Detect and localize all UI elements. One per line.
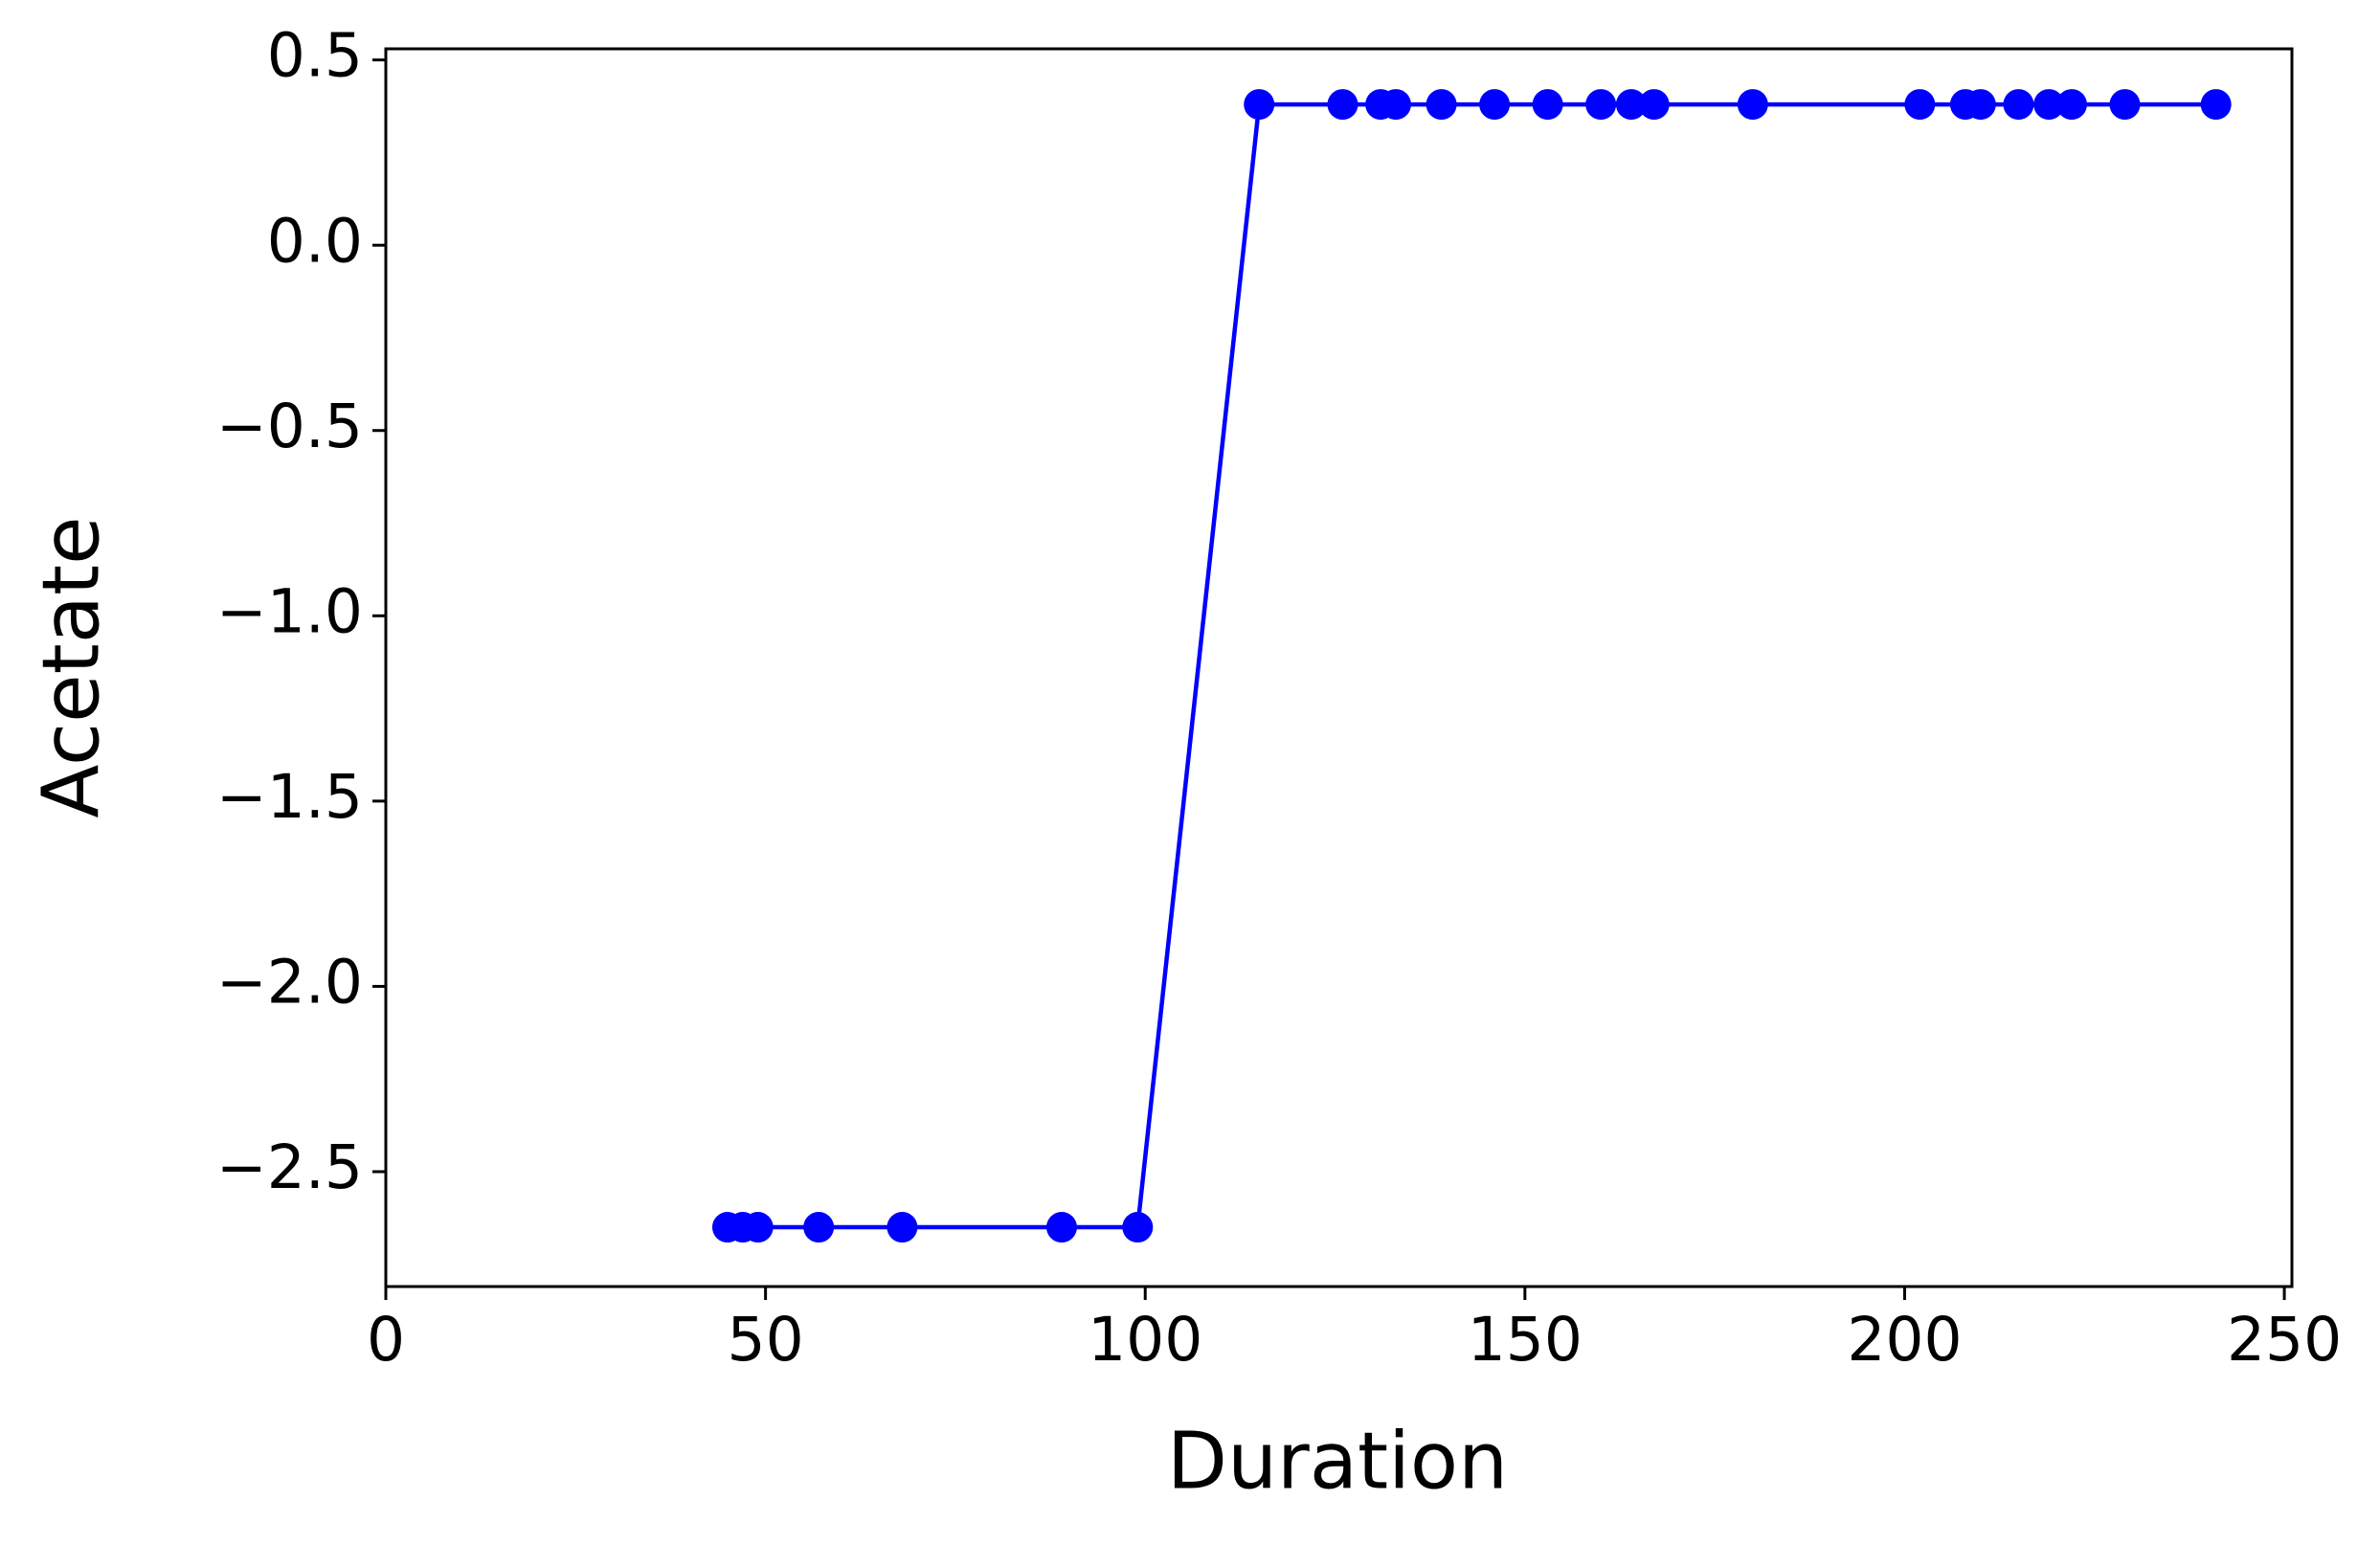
data-point bbox=[742, 1212, 774, 1243]
data-point bbox=[1615, 89, 1647, 121]
series-line bbox=[727, 101, 2216, 1230]
data-point bbox=[1327, 89, 1358, 121]
data-point bbox=[1532, 89, 1563, 121]
x-tick-label: 150 bbox=[1468, 1305, 1583, 1375]
y-tick-label: 0.0 bbox=[267, 206, 363, 276]
data-point bbox=[2033, 89, 2065, 121]
data-point bbox=[1965, 89, 1996, 121]
data-point bbox=[1244, 89, 1275, 121]
y-tick-label: −1.5 bbox=[216, 762, 363, 832]
x-tick-label: 250 bbox=[2227, 1305, 2342, 1375]
data-point bbox=[887, 1212, 918, 1243]
data-point bbox=[1737, 89, 1768, 121]
data-point bbox=[1380, 89, 1411, 121]
x-tick-label: 0 bbox=[367, 1305, 405, 1375]
data-point bbox=[1904, 89, 1936, 121]
y-tick-label: −2.5 bbox=[216, 1132, 363, 1202]
y-tick-label: 0.5 bbox=[267, 21, 363, 91]
y-axis-label: Acetate bbox=[26, 516, 117, 817]
data-point bbox=[1479, 89, 1511, 121]
x-tick-label: 100 bbox=[1088, 1305, 1202, 1375]
data-point bbox=[1045, 1212, 1077, 1243]
data-point bbox=[1585, 89, 1617, 121]
x-axis-label: Duration bbox=[1167, 1416, 1508, 1507]
data-point bbox=[2200, 89, 2232, 121]
x-tick-label: 200 bbox=[1847, 1305, 1962, 1375]
data-point bbox=[1638, 89, 1670, 121]
plot-frame bbox=[384, 47, 2294, 1288]
data-point bbox=[1426, 89, 1457, 121]
y-tick-label: −2.0 bbox=[216, 948, 363, 1018]
data-point bbox=[1122, 1212, 1154, 1243]
data-point bbox=[2109, 89, 2141, 121]
data-point bbox=[803, 1212, 835, 1243]
y-tick-label: −1.0 bbox=[216, 576, 363, 646]
y-tick-label: −0.5 bbox=[216, 392, 363, 461]
data-point bbox=[2055, 89, 2087, 121]
data-point bbox=[2003, 89, 2034, 121]
x-tick-label: 50 bbox=[728, 1305, 804, 1375]
